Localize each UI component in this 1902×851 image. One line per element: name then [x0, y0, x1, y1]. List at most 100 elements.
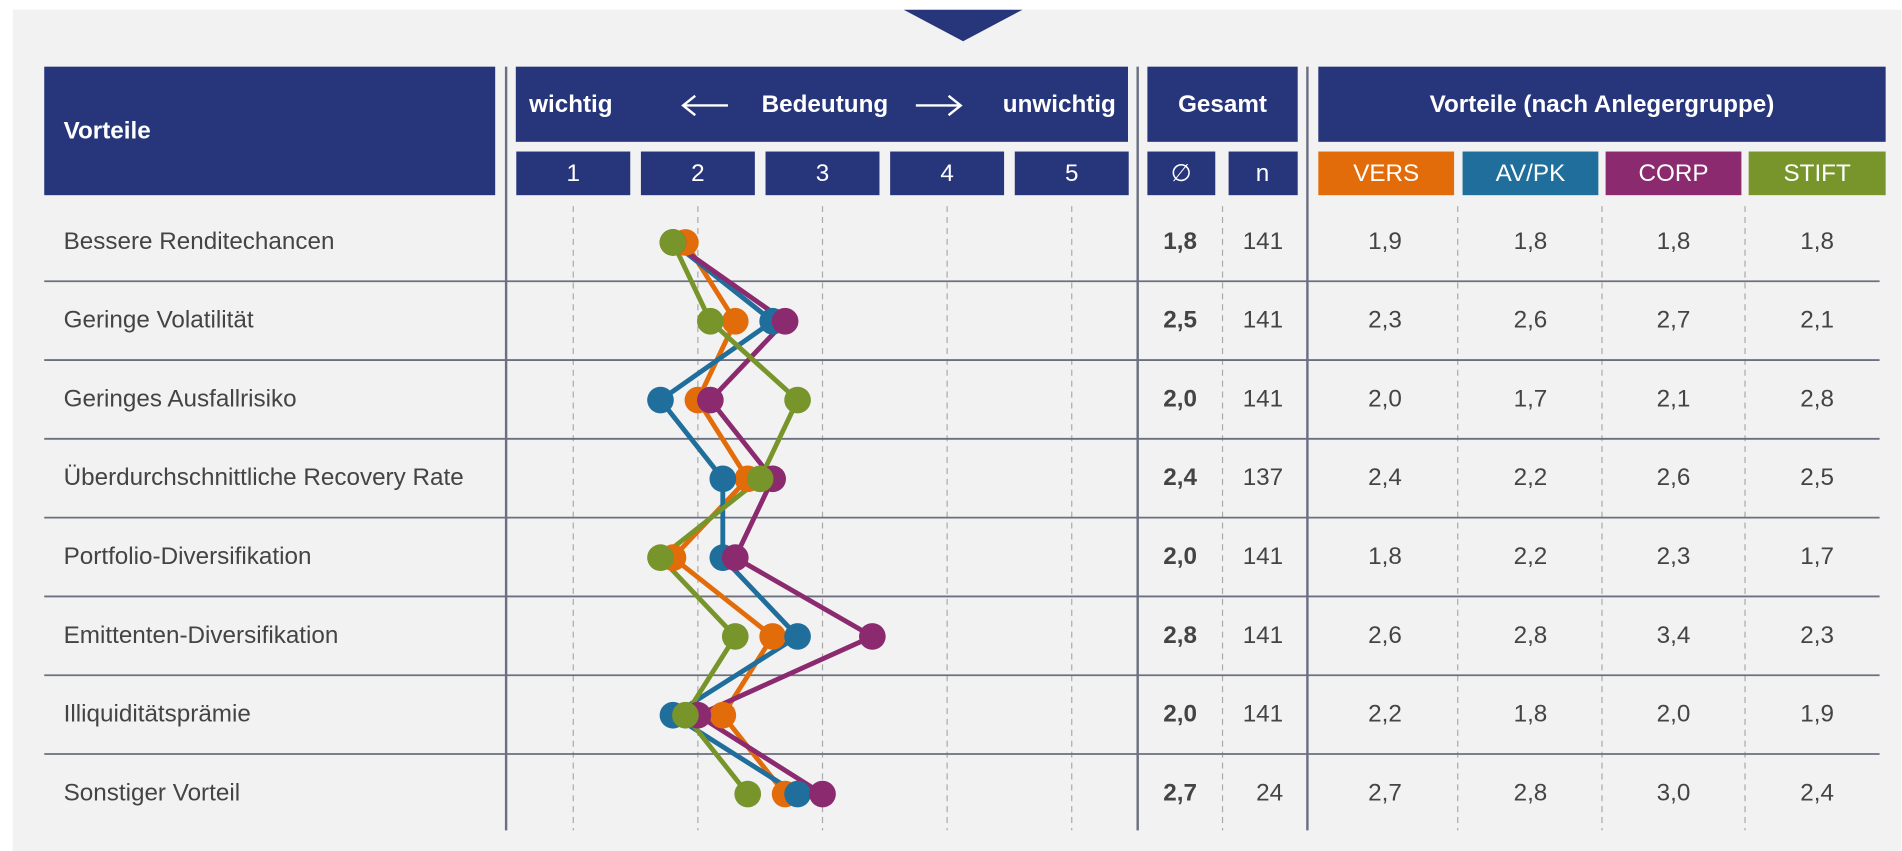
dot [746, 465, 774, 493]
group-value: 1,7 [1514, 385, 1548, 412]
header-groups: Vorteile (nach Anlegergruppe) [1430, 91, 1775, 118]
x-tick-label: 3 [816, 160, 829, 187]
dot [697, 307, 724, 335]
group-value: 2,4 [1368, 464, 1402, 491]
n-value: 141 [1243, 307, 1283, 334]
mean-value: 2,5 [1163, 307, 1197, 334]
header-left: wichtig [528, 91, 612, 118]
mean-value: 2,4 [1163, 464, 1197, 491]
dot [647, 386, 674, 414]
group-value: 2,1 [1800, 307, 1834, 334]
group-value: 2,6 [1514, 307, 1548, 334]
group-value: 2,6 [1368, 622, 1402, 649]
header-mean: ∅ [1171, 160, 1192, 187]
n-value: 137 [1243, 464, 1283, 491]
group-value: 1,8 [1800, 228, 1834, 255]
dot [659, 229, 687, 256]
mean-value: 2,8 [1163, 622, 1197, 649]
group-value: 2,2 [1368, 701, 1402, 728]
dot [771, 307, 799, 335]
dot [709, 701, 737, 729]
header-label: Vorteile [64, 118, 151, 145]
dot [647, 544, 674, 571]
dot [721, 623, 749, 650]
dot [809, 780, 836, 808]
group-value: 2,0 [1368, 385, 1402, 412]
dot [721, 544, 749, 571]
legend-swatch [1462, 151, 1599, 196]
group-value: 2,3 [1368, 307, 1402, 334]
group-value: 2,1 [1657, 385, 1691, 412]
dot [784, 386, 811, 414]
group-value: 2,4 [1800, 779, 1834, 806]
legend-swatch [1605, 151, 1742, 196]
pointer [903, 9, 1023, 42]
dot [734, 780, 762, 808]
dot [784, 623, 811, 650]
tick-box [1014, 151, 1129, 196]
n-value: 141 [1243, 385, 1283, 412]
legend-label: VERS [1353, 160, 1419, 187]
series-line [656, 241, 801, 796]
header-n: n [1256, 160, 1269, 187]
group-value: 1,7 [1800, 543, 1834, 570]
dot [784, 780, 811, 808]
row-label: Geringes Ausfallrisiko [64, 385, 297, 412]
dot [709, 465, 737, 493]
x-tick-label: 5 [1065, 160, 1078, 187]
n-value: 141 [1243, 543, 1283, 570]
dot [672, 701, 699, 729]
group-value: 2,8 [1514, 779, 1548, 806]
header-right: unwichtig [1003, 91, 1116, 118]
arrows [681, 94, 963, 117]
n-value: 141 [1243, 622, 1283, 649]
group-value: 2,3 [1657, 543, 1691, 570]
group-value: 2,5 [1800, 464, 1834, 491]
group-value: 1,8 [1514, 701, 1548, 728]
dot [697, 386, 724, 414]
column-dividers [504, 66, 1309, 831]
group-value: 2,8 [1800, 385, 1834, 412]
dot [859, 623, 886, 650]
x-tick-label: 2 [691, 160, 704, 187]
row-label: Portfolio-Diversifikation [64, 543, 312, 570]
dot [721, 307, 749, 335]
mean-value: 1,8 [1163, 228, 1197, 255]
tick-box [516, 151, 631, 196]
legend-label: AV/PK [1496, 160, 1566, 187]
group-value: 2,3 [1800, 622, 1834, 649]
tick-box [640, 151, 755, 196]
group-value: 2,2 [1514, 464, 1548, 491]
x-tick-label: 4 [940, 160, 953, 187]
x-tick-label: 1 [567, 160, 580, 187]
group-value: 1,8 [1368, 543, 1402, 570]
tick-box [765, 151, 880, 196]
row-label: Überdurchschnittliche Recovery Rate [64, 464, 464, 491]
dot [759, 623, 786, 650]
tick-box [890, 151, 1005, 196]
row-label: Geringe Volatilität [64, 307, 254, 334]
column-guides [1221, 206, 1746, 831]
row-label: Emittenten-Diversifikation [64, 622, 339, 649]
legend-swatch [1748, 151, 1886, 196]
group-value: 2,0 [1657, 701, 1691, 728]
mean-value: 2,7 [1163, 779, 1197, 806]
group-value: 1,9 [1800, 701, 1834, 728]
group-value: 2,7 [1657, 307, 1691, 334]
header-boxes [44, 66, 1886, 196]
group-value: 3,4 [1657, 622, 1691, 649]
n-value: 141 [1243, 701, 1283, 728]
legend-label: STIFT [1783, 160, 1851, 187]
legend-label: CORP [1638, 160, 1708, 187]
group-value: 3,0 [1657, 779, 1691, 806]
group-value: 1,8 [1657, 228, 1691, 255]
group-value: 2,8 [1514, 622, 1548, 649]
mean-value: 2,0 [1163, 385, 1197, 412]
group-value: 1,9 [1368, 228, 1402, 255]
mean-value: 2,0 [1163, 543, 1197, 570]
legend-swatch [1318, 151, 1455, 196]
n-value: 141 [1243, 228, 1283, 255]
mean-value: 2,0 [1163, 701, 1197, 728]
header-middle: Bedeutung [762, 91, 889, 118]
